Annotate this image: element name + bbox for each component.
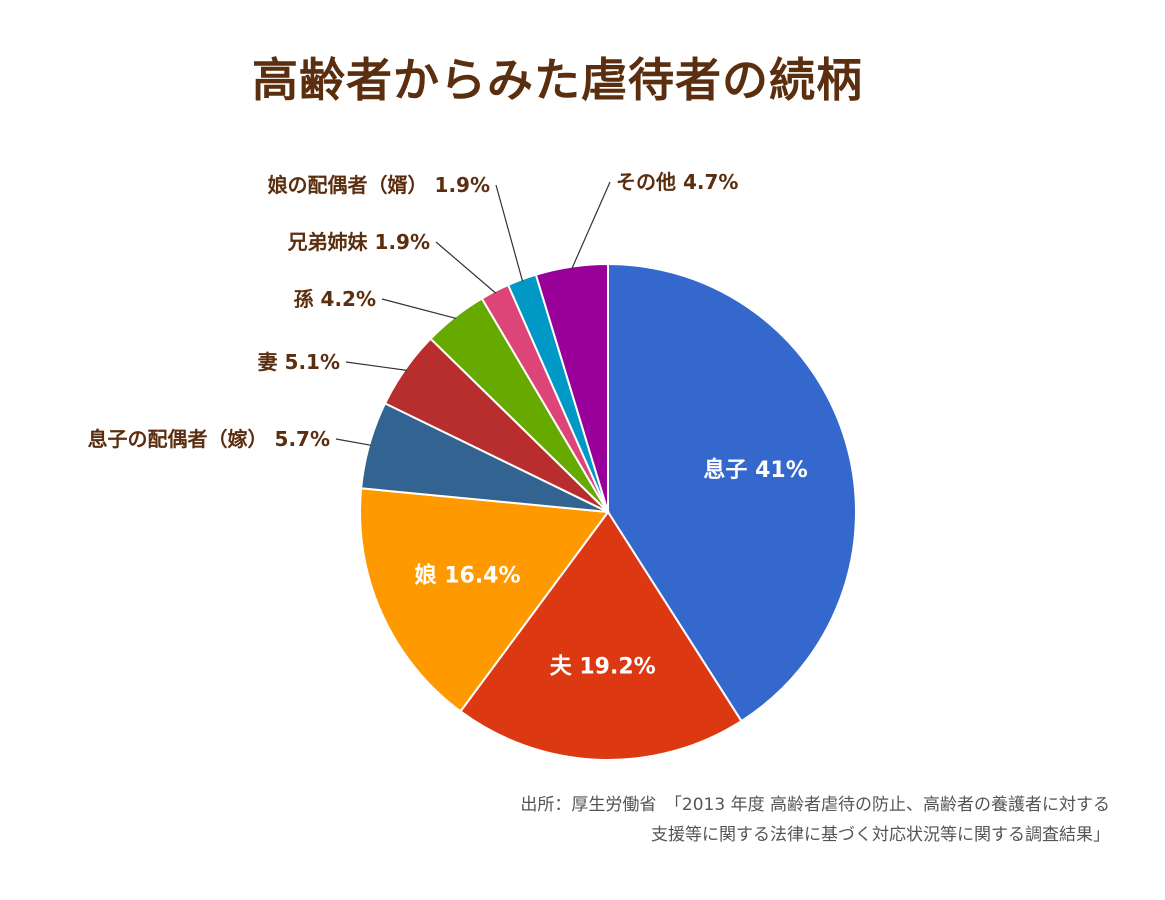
- leader-line-6: [435, 241, 497, 294]
- leader-lines: [335, 181, 611, 446]
- slice-labels: 息子 41% 夫 19.2% 娘 16.4% 息子の配偶者（嫁） 5.7% 妻 5.1%…: [88, 170, 808, 680]
- slice-label-7: 娘の配偶者（婿） 1.9%: [268, 173, 490, 197]
- slice-label-4: 妻 5.1%: [258, 350, 340, 374]
- leader-line-3: [335, 438, 372, 446]
- slice-label-5: 孫 4.2%: [294, 287, 376, 311]
- slice-label-1: 夫 19.2%: [550, 655, 656, 680]
- slice-label-2: 娘 16.4%: [415, 563, 521, 589]
- leader-line-7: [495, 184, 524, 282]
- source-line-2: 支援等に関する法律に基づく対応状況等に関する調査結果」: [651, 825, 1110, 845]
- leader-line-5: [381, 298, 457, 320]
- leader-line-8: [571, 181, 611, 269]
- slice-0: [607, 262, 857, 723]
- slice-label-6: 兄弟姉妹 1.9%: [287, 230, 430, 254]
- source-note: 出所：厚生労働省 「2013 年度 高齢者虐待の防止、高齢者の養護者に対する 支…: [520, 790, 1110, 850]
- slice-8: [534, 262, 609, 513]
- pie-slices: [359, 262, 857, 761]
- leader-line-4: [345, 361, 407, 371]
- source-line-1: 出所：厚生労働省 「2013 年度 高齢者虐待の防止、高齢者の養護者に対する: [520, 795, 1110, 815]
- slice-label-8: その他 4.7%: [616, 170, 738, 194]
- slice-1: [459, 510, 743, 761]
- chart-title: 高齢者からみた虐待者の続柄: [252, 53, 863, 107]
- slice-label-3: 息子の配偶者（嫁） 5.7%: [88, 427, 330, 451]
- slice-2: [359, 487, 610, 713]
- slice-label-0: 息子 41%: [703, 457, 807, 483]
